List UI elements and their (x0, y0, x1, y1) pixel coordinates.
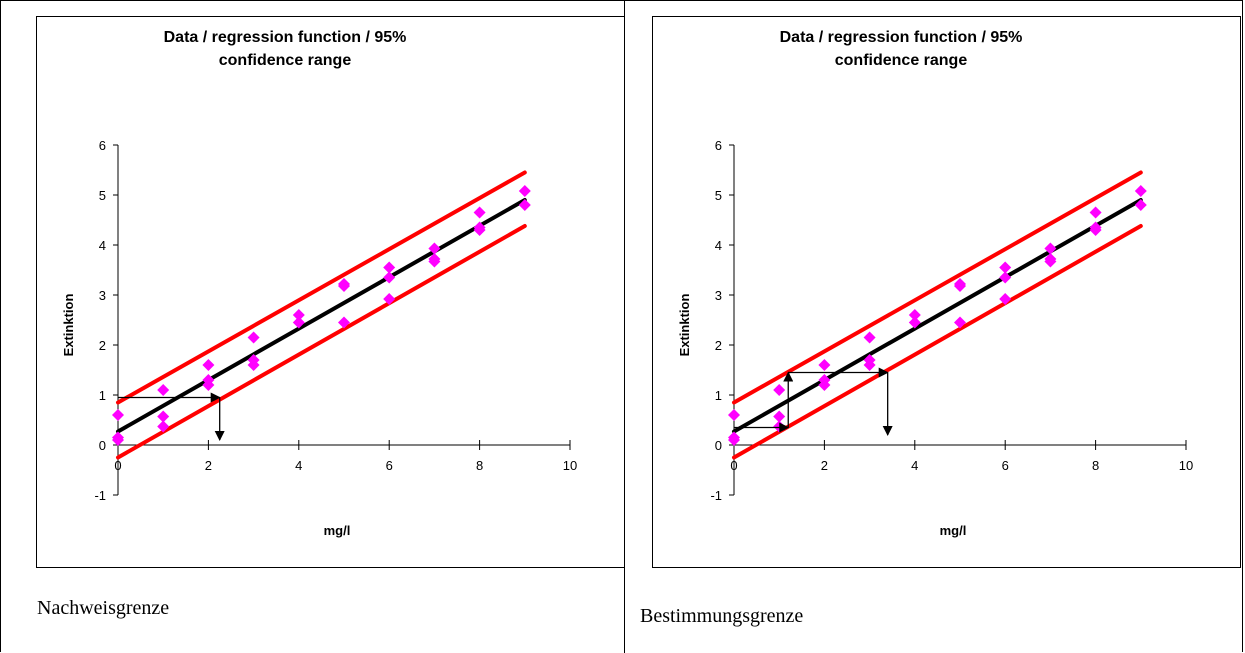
caption-left: Nachweisgrenze (37, 597, 170, 619)
data-point (473, 206, 486, 219)
y-tick-label: 5 (715, 188, 722, 203)
data-point (773, 420, 786, 433)
data-point (1089, 224, 1102, 236)
data-point (247, 331, 260, 344)
data-point (383, 271, 396, 284)
data-point (908, 316, 921, 329)
x-tick-label: 8 (476, 458, 483, 473)
x-tick-label: 4 (911, 458, 918, 473)
y-tick-label: 0 (715, 438, 722, 453)
x-axis-label: mg/l (940, 523, 967, 538)
y-tick-label: 1 (99, 388, 106, 403)
data-point (518, 185, 531, 197)
data-point (338, 316, 350, 329)
x-tick-label: 10 (563, 458, 577, 473)
y-tick-label: 6 (715, 138, 722, 153)
data-point (863, 359, 876, 371)
y-tick-label: -1 (710, 488, 722, 503)
y-tick-label: 1 (715, 388, 722, 403)
data-point (247, 359, 260, 371)
x-tick-label: 4 (295, 458, 302, 473)
y-tick-label: 3 (99, 288, 106, 303)
caption-right: Bestimmungsgrenze (640, 605, 804, 627)
data-point (908, 309, 921, 321)
data-point (773, 410, 786, 423)
data-point (428, 255, 441, 268)
chart-title: confidence range (219, 52, 352, 69)
y-tick-label: 2 (99, 338, 106, 353)
chart-svg: Data / regression function / 95% confiden… (677, 29, 1193, 538)
data-point (338, 280, 350, 292)
data-point (773, 384, 786, 396)
confidence-line (732, 224, 1143, 460)
chart-svg: Data / regression function / 95% confiden… (61, 29, 577, 538)
data-point (999, 261, 1012, 274)
x-tick-label: 2 (205, 458, 212, 473)
x-tick-label: 6 (1002, 458, 1009, 473)
data-point (157, 384, 170, 396)
data-point (473, 224, 486, 236)
y-axis-label: Extinktion (61, 294, 76, 357)
data-point (112, 434, 124, 446)
x-tick-label: 2 (821, 458, 828, 473)
data-point (1044, 255, 1057, 268)
data-point (1134, 199, 1147, 211)
chart-frame-right: Data / regression function / 95% confiden… (652, 16, 1241, 568)
data-point (863, 331, 876, 344)
data-point (383, 293, 396, 305)
data-point (818, 379, 831, 391)
x-tick-label: 6 (386, 458, 393, 473)
chart-frame-left: Data / regression function / 95% confiden… (36, 16, 625, 568)
data-point (1089, 206, 1102, 219)
confidence-line (732, 170, 1143, 405)
chart-title: Data / regression function / 95% (780, 29, 1023, 46)
data-point (157, 410, 170, 423)
regression-line (116, 198, 527, 434)
regression-line (732, 198, 1143, 434)
confidence-line (116, 170, 527, 405)
data-point (818, 359, 831, 371)
data-point (954, 316, 966, 329)
data-point (954, 280, 966, 292)
data-point (1134, 185, 1147, 197)
data-point (202, 359, 215, 371)
data-point (728, 434, 740, 446)
y-axis-label: Extinktion (677, 294, 692, 357)
y-tick-label: 4 (715, 238, 722, 253)
y-tick-label: 4 (99, 238, 106, 253)
data-point (728, 409, 740, 421)
x-tick-label: 8 (1092, 458, 1099, 473)
y-tick-label: 6 (99, 138, 106, 153)
data-point (428, 242, 441, 255)
y-tick-label: 2 (715, 338, 722, 353)
data-point (383, 261, 396, 274)
chart-title: confidence range (835, 52, 968, 69)
data-point (999, 271, 1012, 284)
chart-title: Data / regression function / 95% (164, 29, 407, 46)
data-point (999, 293, 1012, 305)
data-point (202, 379, 215, 391)
data-point (157, 420, 170, 433)
x-axis-label: mg/l (324, 523, 351, 538)
x-tick-label: 0 (730, 458, 737, 473)
y-tick-label: 0 (99, 438, 106, 453)
data-point (518, 199, 531, 211)
data-point (1044, 242, 1057, 255)
data-point (292, 309, 305, 321)
x-tick-label: 10 (1179, 458, 1193, 473)
data-point (112, 409, 124, 421)
y-tick-label: 3 (715, 288, 722, 303)
data-point (292, 316, 305, 329)
y-tick-label: -1 (94, 488, 106, 503)
x-tick-label: 0 (114, 458, 121, 473)
confidence-line (116, 224, 527, 460)
y-tick-label: 5 (99, 188, 106, 203)
